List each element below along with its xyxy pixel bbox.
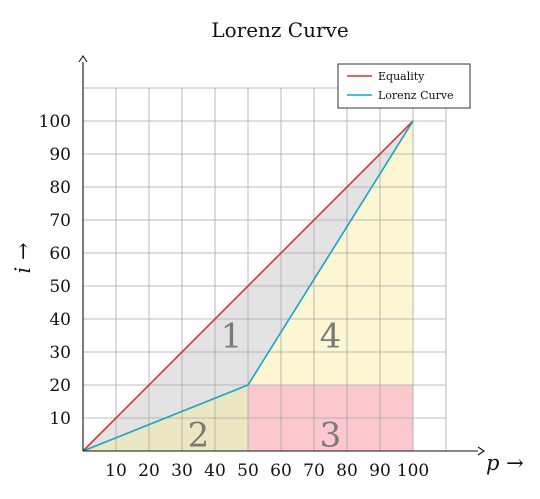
y-tick-label-30: 30 [49,343,71,363]
series-line-equality [82,120,414,452]
series-lines [82,120,414,452]
x-axis-label: p → [486,451,524,475]
x-tick-label-70: 70 [303,461,325,481]
y-tick-label-40: 40 [49,310,71,330]
x-tick-label-40: 40 [204,461,226,481]
x-tick-label-50: 50 [237,461,259,481]
axes [78,55,485,456]
y-tick-label-20: 20 [49,376,71,396]
x-tick-label-90: 90 [369,461,391,481]
legend-box [337,63,471,109]
y-axis-label: i → [11,243,35,274]
legend-label-equality: Equality [378,70,425,83]
y-tick-label-90: 90 [49,145,71,165]
y-tick-label-100: 100 [39,112,71,132]
x-axis-arrow [477,446,485,456]
y-tick-label-10: 10 [49,409,71,429]
series-line-lorenz-curve [82,120,414,452]
legend-label-lorenz-curve: Lorenz Curve [378,89,454,102]
region-labels: 1 2 3 4 [188,317,342,456]
y-tick-label-50: 50 [49,277,71,297]
y-tick-label-60: 60 [49,244,71,264]
x-tick-label-10: 10 [105,461,127,481]
legend: Equality Lorenz Curve [337,63,471,109]
region-label-1: 1 [221,317,243,357]
x-tick-label-60: 60 [270,461,292,481]
x-tick-label-30: 30 [171,461,193,481]
x-tick-label-20: 20 [138,461,160,481]
region-label-2: 2 [188,416,210,456]
chart-title: Lorenz Curve [211,18,348,42]
y-axis-arrow [78,55,88,63]
y-tick-label-80: 80 [49,178,71,198]
grid [83,87,447,451]
y-tick-label-70: 70 [49,211,71,231]
region-label-3: 3 [320,416,342,456]
region-label-4: 4 [320,317,342,357]
x-tick-label-80: 80 [336,461,358,481]
tick-labels: 10 20 30 40 50 60 70 80 90 100 10 20 30 40 50 60 70 80 90 1… [39,112,430,481]
x-tick-label-100: 100 [397,461,429,481]
